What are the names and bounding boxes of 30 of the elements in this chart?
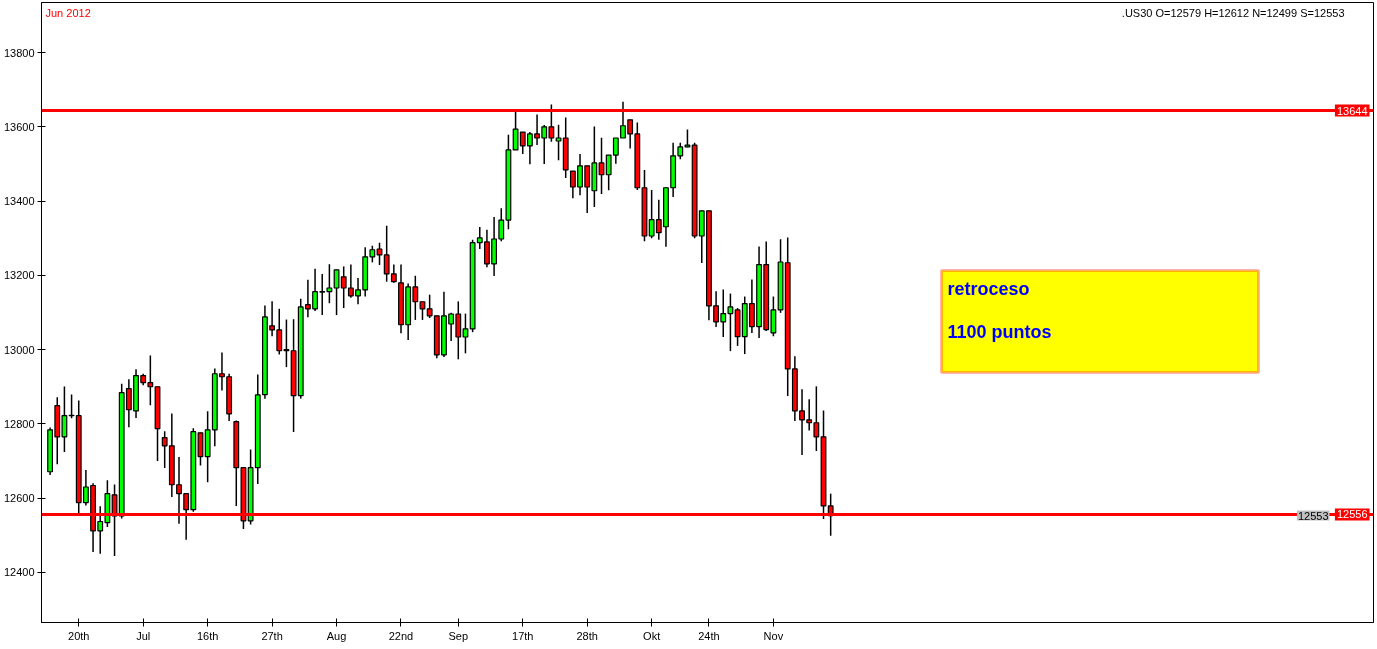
ref-line-label: 12556 xyxy=(1336,508,1368,521)
y-tick-label: 13600 xyxy=(3,120,35,133)
ref-line-label: 13644 xyxy=(1336,104,1368,117)
text: 1100 puntos xyxy=(947,321,1052,342)
x-tick-label: Sep xyxy=(448,629,469,642)
x-tick-label: 28th xyxy=(576,629,598,642)
x-tick-label: 27th xyxy=(261,629,283,642)
y-tick-label: 12800 xyxy=(3,417,35,430)
y-tick-label: 13800 xyxy=(3,46,35,59)
x-tick-label: 20th xyxy=(68,629,90,642)
y-tick-label: 12600 xyxy=(3,492,35,505)
x-tick-label: Jul xyxy=(136,629,151,642)
y-tick-label: 13200 xyxy=(3,269,35,282)
text: .US30 O=12579 H=12612 N=12499 S=12553 xyxy=(1121,6,1345,19)
y-tick-label: 13400 xyxy=(3,195,35,208)
x-tick-label: Okt xyxy=(643,629,661,642)
annotation: Jun 2012 xyxy=(45,6,91,19)
x-tick-label: 16th xyxy=(196,629,219,642)
annotation: 12553 xyxy=(1297,509,1329,522)
x-tick-label: 22nd xyxy=(388,629,414,642)
candlestick xyxy=(147,354,154,407)
x-tick-label: 17th xyxy=(512,629,534,642)
x-tick-label: Aug xyxy=(326,629,347,642)
y-tick-label: 12400 xyxy=(3,566,35,579)
candlestick xyxy=(813,385,820,452)
x-tick-label: 24th xyxy=(698,629,720,642)
text: retroceso xyxy=(947,278,1030,299)
y-tick-label: 13000 xyxy=(3,343,35,356)
candlestick xyxy=(376,241,383,266)
x-tick-label: Nov xyxy=(763,629,784,642)
